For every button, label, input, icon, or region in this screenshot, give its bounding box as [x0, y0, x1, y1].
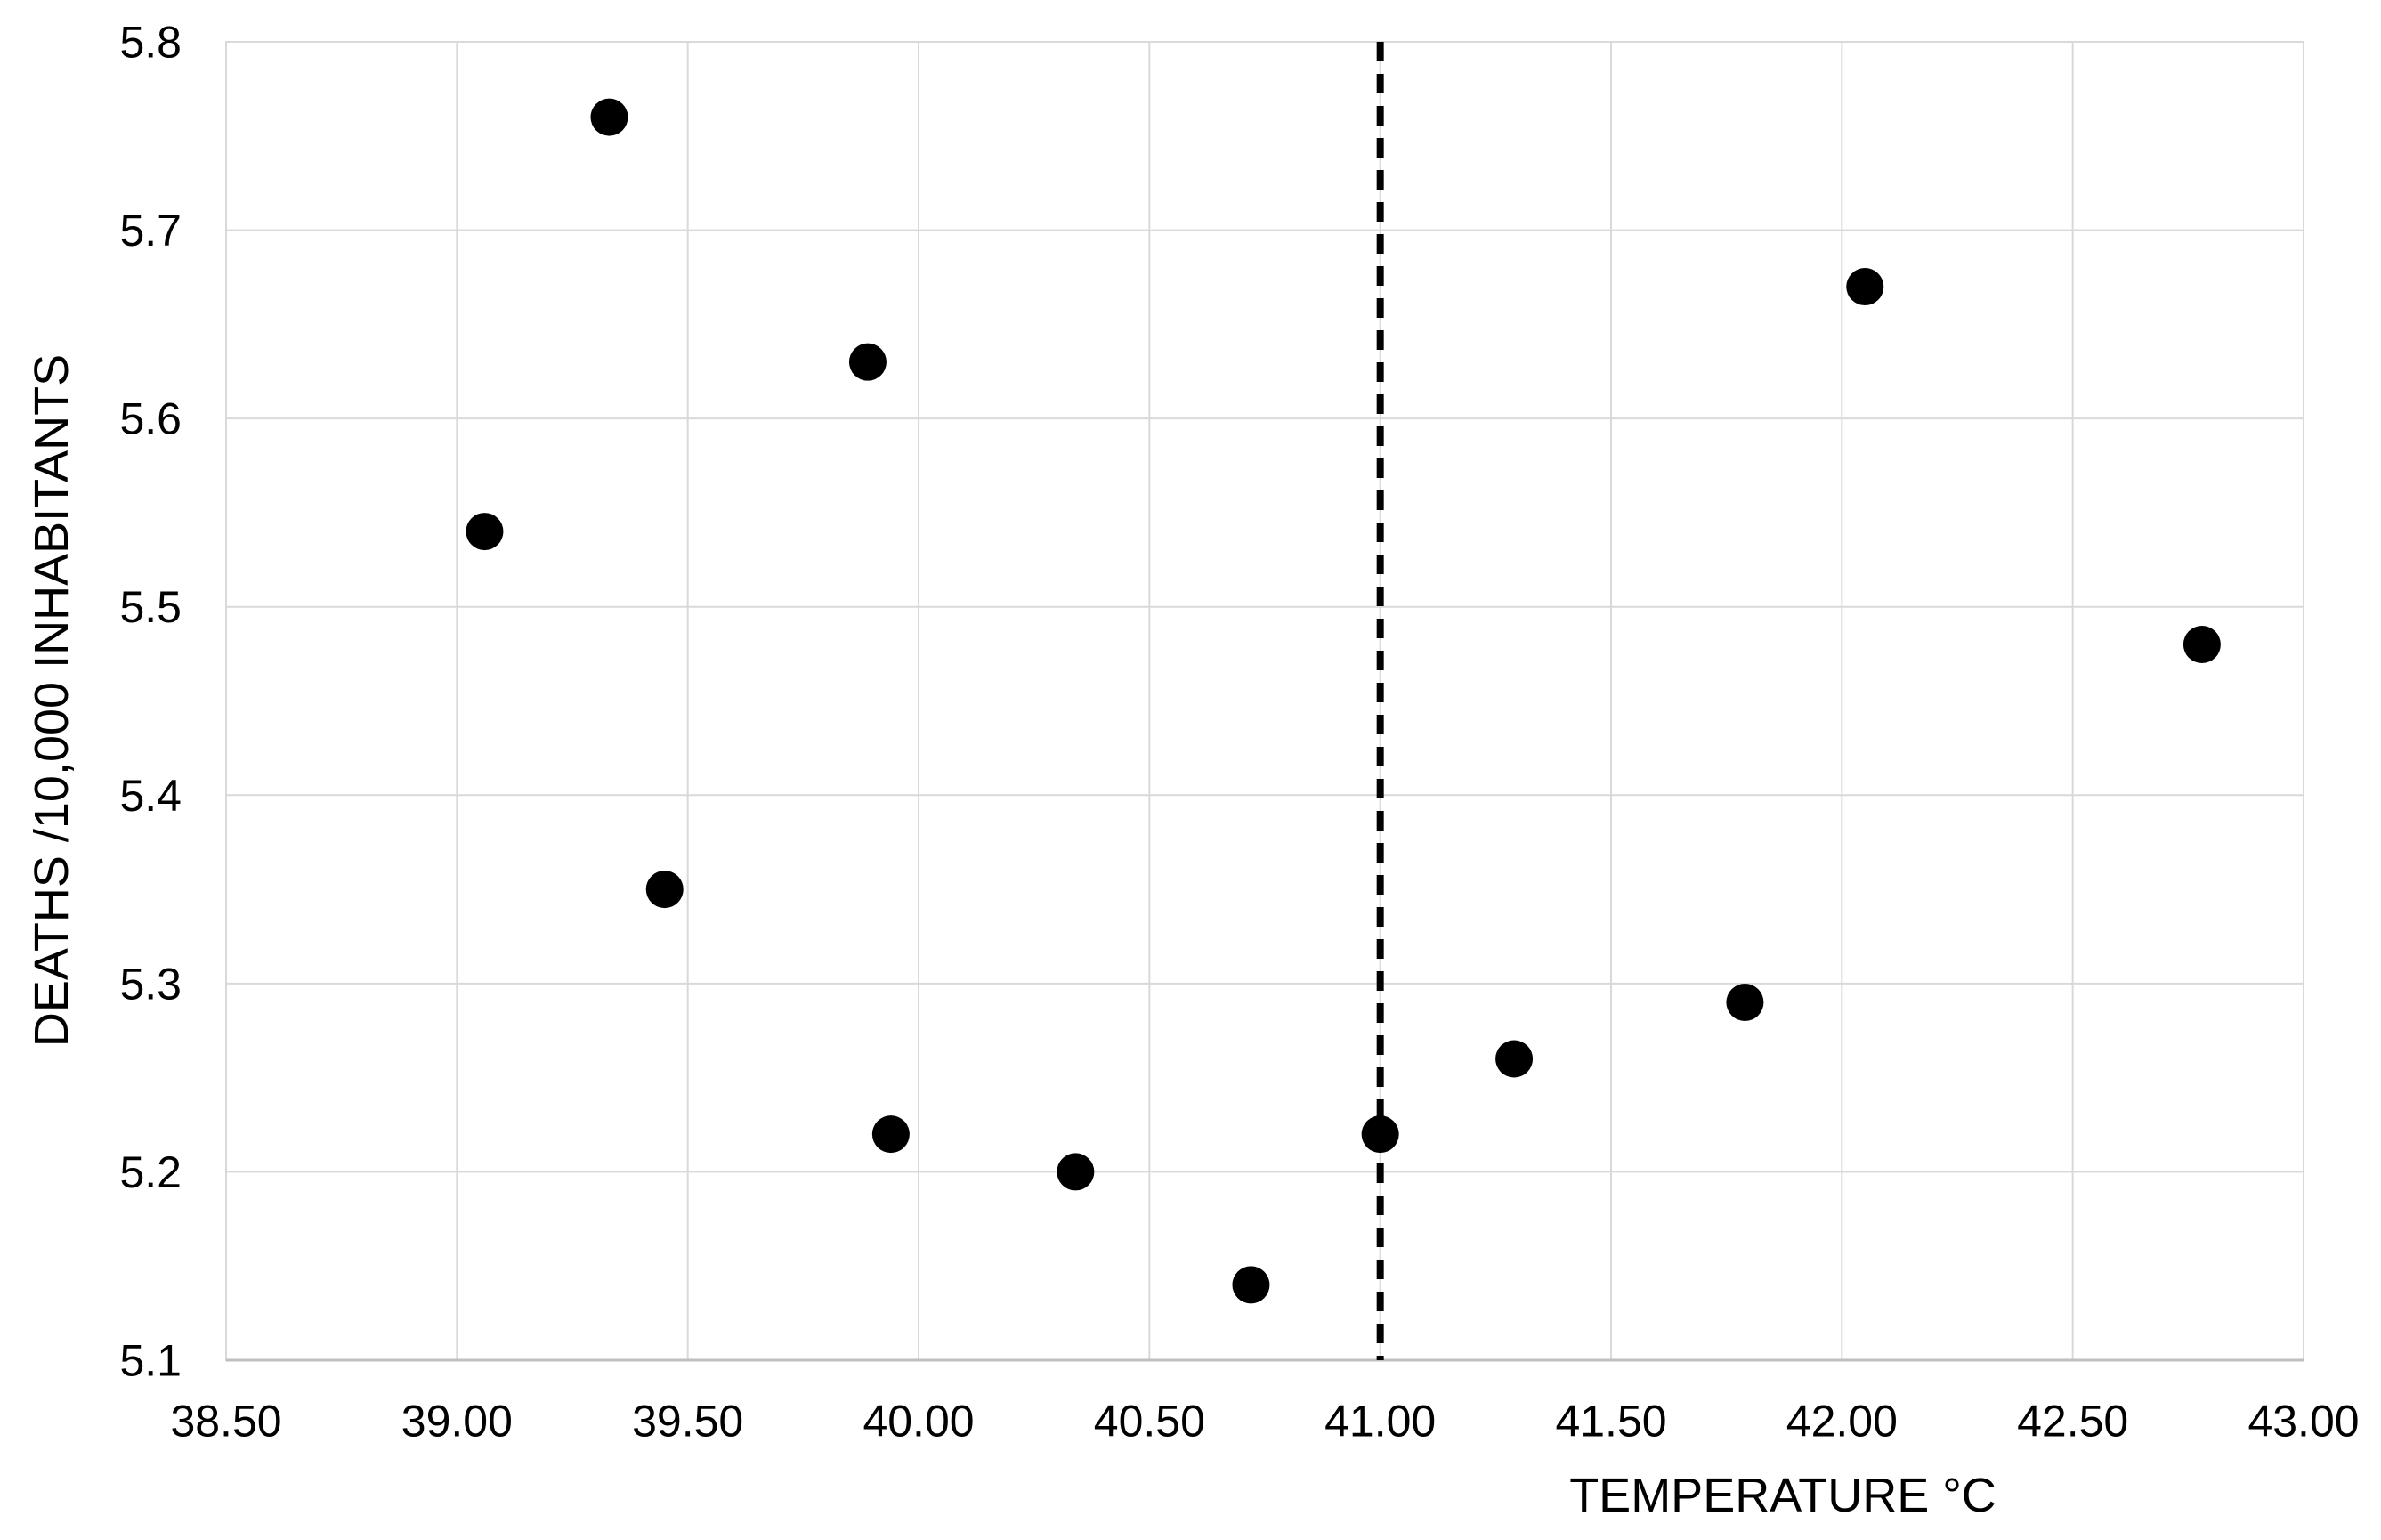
x-tick-label: 42.50: [2017, 1397, 2128, 1447]
y-tick-label: 5.4: [119, 771, 182, 821]
data-point: [466, 513, 504, 551]
y-tick-label: 5.2: [119, 1147, 182, 1197]
y-tick-label: 5.6: [119, 394, 182, 444]
x-tick-label: 40.00: [863, 1397, 974, 1447]
y-axis-title: DEATHS /10,000 INHABITANTS: [25, 353, 78, 1048]
data-point: [1495, 1040, 1534, 1078]
x-tick-label: 42.00: [1786, 1397, 1898, 1447]
y-tick-label: 5.7: [119, 206, 182, 255]
x-tick-label: 41.00: [1324, 1397, 1436, 1447]
data-point: [1361, 1115, 1399, 1154]
data-point: [1846, 268, 1884, 306]
x-tick-label: 38.50: [170, 1397, 281, 1447]
data-point: [1057, 1153, 1095, 1191]
data-point: [871, 1115, 910, 1154]
x-tick-label: 39.50: [632, 1397, 743, 1447]
x-axis-title: TEMPERATURE °C: [1569, 1469, 1996, 1522]
data-point: [2183, 626, 2221, 664]
data-point: [1726, 984, 1764, 1022]
x-tick-label: 43.00: [2247, 1397, 2359, 1447]
x-tick-label: 41.50: [1555, 1397, 1666, 1447]
data-point: [1232, 1266, 1270, 1304]
x-tick-label: 39.00: [401, 1397, 513, 1447]
y-tick-label: 5.5: [119, 582, 182, 632]
y-tick-label: 5.3: [119, 959, 182, 1009]
data-point: [645, 871, 684, 909]
x-tick-label: 40.50: [1094, 1397, 1205, 1447]
data-point: [848, 343, 887, 381]
plot-border: [225, 41, 2304, 1361]
y-tick-label: 5.8: [119, 18, 182, 68]
y-tick-label: 5.1: [119, 1336, 182, 1386]
data-point: [590, 98, 628, 136]
